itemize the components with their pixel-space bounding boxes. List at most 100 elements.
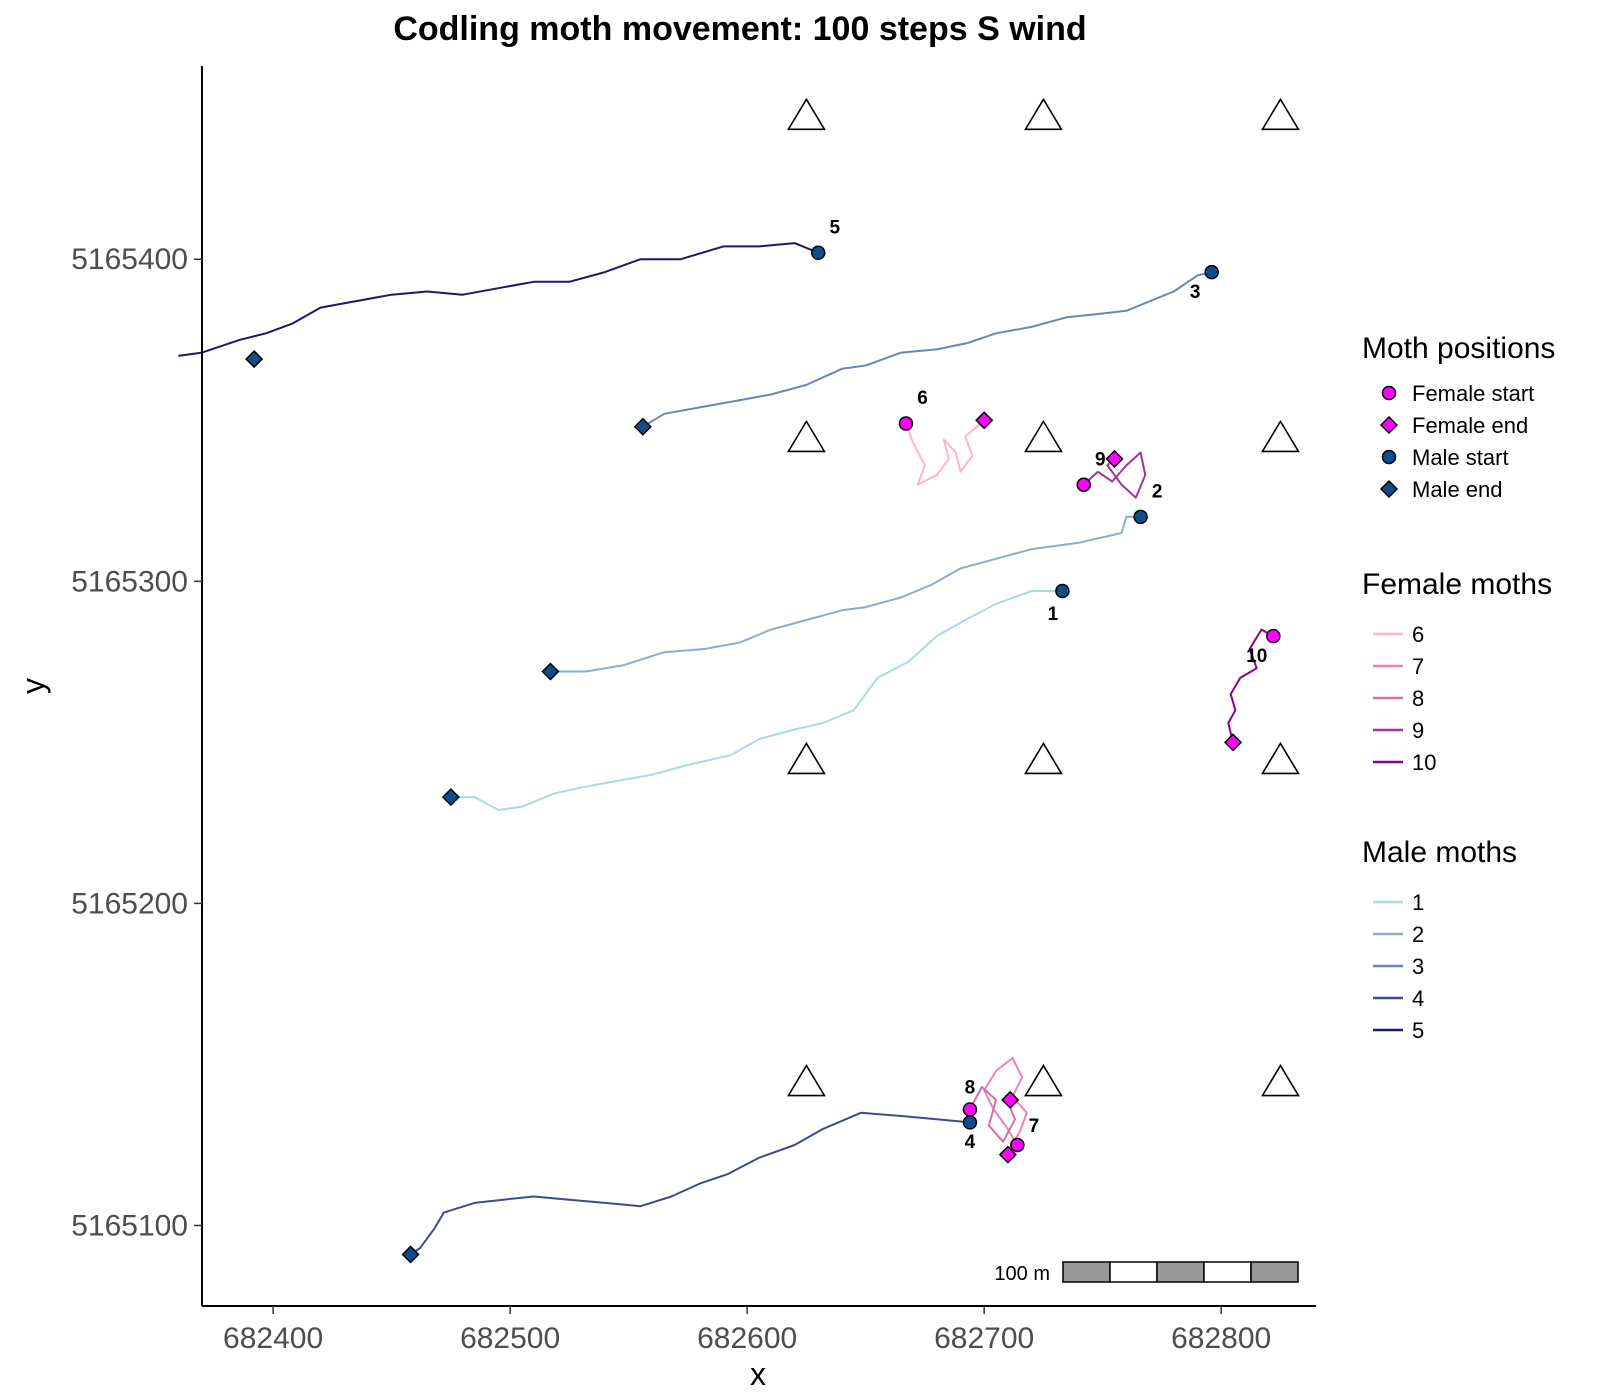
legend-label: Female end (1412, 413, 1528, 438)
moth-path-4 (410, 1111, 970, 1256)
chart-title: Codling moth movement: 100 steps S wind (393, 10, 1086, 48)
legend-label: 9 (1412, 718, 1424, 743)
trap-marker-2 (1024, 97, 1063, 131)
x-tick-label: 682400 (223, 1322, 323, 1355)
moth-label-10: 10 (1246, 646, 1267, 667)
moth-path-7 (983, 1057, 1028, 1152)
moth-start-7 (1010, 1137, 1025, 1153)
moth-start-5 (811, 245, 826, 261)
moth-end-9 (1105, 449, 1124, 468)
moth-end-6 (975, 411, 994, 430)
moth-end-4 (401, 1245, 420, 1264)
moth-path-2 (550, 515, 1141, 673)
moth-end-1 (441, 788, 460, 807)
moth-start-6 (898, 416, 914, 431)
legend-label: 2 (1412, 922, 1424, 947)
legend-label: 10 (1412, 750, 1436, 775)
moth-start-9 (1076, 477, 1091, 492)
moth-label-6: 6 (917, 388, 928, 409)
trap-marker-6 (1261, 419, 1300, 453)
trap-marker-8 (1024, 741, 1063, 775)
legend-label: 6 (1412, 622, 1424, 647)
moth-paths (178, 242, 1274, 1256)
scale-bar-segment (1250, 1261, 1299, 1283)
legend-label: 8 (1412, 686, 1424, 711)
moth-path-6 (905, 419, 985, 486)
scale-bar-label: 100 m (994, 1263, 1050, 1285)
trap-marker-7 (786, 741, 826, 775)
moth-start-10 (1266, 628, 1281, 644)
moth-start-8 (962, 1102, 978, 1117)
moth-labels: 1 2 3 4 5 6 7 8 9 10 (830, 217, 1268, 1153)
moth-path-1 (450, 590, 1063, 811)
legend-positions-items: Female start Female end Male start Male end (1379, 381, 1534, 502)
moth-label-4: 4 (965, 1132, 976, 1153)
plot-area: 1 2 3 4 5 6 7 8 9 10 (178, 97, 1300, 1264)
legend-label: Male start (1412, 445, 1509, 470)
trap-marker-12 (1261, 1063, 1300, 1097)
legend: Moth positions Female start Female end Mal… (1362, 332, 1555, 1043)
trap-marker-1 (786, 97, 826, 131)
x-tick-label: 682800 (1171, 1322, 1271, 1355)
moth-start-2 (1133, 509, 1148, 525)
legend-label: Male end (1412, 477, 1503, 502)
legend-key-female-end (1379, 415, 1399, 435)
trap-markers (786, 97, 1300, 1097)
moth-path-10 (1227, 628, 1274, 743)
moth-end-2 (541, 662, 560, 681)
moth-label-7: 7 (1029, 1116, 1040, 1137)
moth-start-1 (1055, 583, 1070, 599)
trap-marker-4 (786, 419, 826, 453)
x-tick-label: 682500 (460, 1322, 560, 1355)
x-axis-ticks: 682400 682500 682600 682700 682800 (223, 1306, 1271, 1355)
moth-path-3 (642, 271, 1212, 428)
legend-female-title: Female moths (1362, 568, 1552, 601)
y-tick-label: 5165100 (71, 1209, 188, 1242)
legend-key-female-start (1381, 385, 1397, 401)
moth-label-9: 9 (1095, 449, 1106, 470)
scale-bar-segment (1109, 1261, 1158, 1283)
moth-end-10 (1223, 733, 1243, 752)
legend-female-items: 6 7 8 9 10 (1373, 622, 1436, 775)
moth-points (245, 245, 1281, 1264)
axes: 682400 682500 682600 682700 682800 516510051… (15, 66, 1316, 1392)
legend-label: 3 (1412, 954, 1424, 979)
y-axis-title: y (15, 678, 51, 694)
x-tick-label: 682700 (934, 1322, 1034, 1355)
moth-label-1: 1 (1048, 604, 1059, 625)
moth-path-5 (178, 242, 819, 357)
moth-path-9 (1083, 451, 1147, 499)
legend-label: Female start (1412, 381, 1534, 406)
trap-marker-3 (1261, 97, 1300, 131)
legend-male-title: Male moths (1362, 836, 1517, 869)
y-tick-label: 5165300 (71, 565, 188, 598)
moth-end-8 (1001, 1090, 1020, 1109)
legend-key-male-end (1379, 479, 1399, 499)
moth-start-4 (962, 1115, 978, 1130)
moth-end-5 (245, 350, 264, 369)
scale-bar-segment (1203, 1261, 1252, 1283)
trap-marker-11 (1024, 1063, 1063, 1097)
trap-marker-5 (1024, 419, 1063, 453)
moth-start-3 (1204, 264, 1219, 280)
scale-bar: 100 m (994, 1261, 1299, 1285)
moth-label-8: 8 (965, 1077, 976, 1098)
moth-label-2: 2 (1152, 482, 1163, 503)
moth-end-3 (633, 417, 652, 436)
y-tick-label: 5165200 (71, 887, 188, 920)
legend-label: 7 (1412, 654, 1424, 679)
moth-end-7 (998, 1145, 1017, 1164)
moth-label-3: 3 (1190, 282, 1201, 303)
y-axis-ticks: 5165100 5165200 5165300 5165400 (71, 243, 202, 1242)
legend-positions-title: Moth positions (1362, 332, 1555, 365)
legend-label: 5 (1412, 1018, 1424, 1043)
trap-marker-10 (786, 1063, 826, 1097)
x-tick-label: 682600 (697, 1322, 797, 1355)
trap-marker-9 (1261, 741, 1300, 775)
legend-key-male-start (1381, 449, 1397, 465)
moth-label-5: 5 (830, 217, 841, 238)
x-axis-title: x (750, 1356, 766, 1392)
legend-label: 4 (1412, 986, 1424, 1011)
legend-label: 1 (1412, 890, 1424, 915)
